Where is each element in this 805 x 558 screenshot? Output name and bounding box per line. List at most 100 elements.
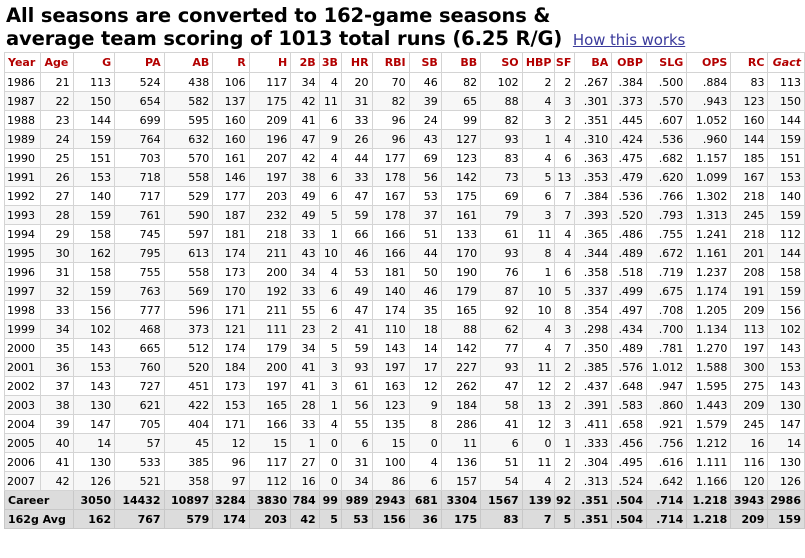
cell-h: 209 (248, 110, 292, 130)
cell-obp: .536 (611, 186, 647, 206)
cell-r: 106 (212, 72, 250, 92)
cell-2b: 41 (290, 357, 320, 377)
column-header-bb[interactable]: BB (440, 52, 482, 73)
cell-ops: 1.595 (686, 376, 732, 396)
cell-bb: 142 (440, 338, 482, 358)
column-header-ab[interactable]: AB (163, 52, 214, 73)
cell-sb: 69 (408, 148, 442, 168)
cell-gact: 130 (767, 395, 805, 415)
cell-gact: 147 (767, 414, 805, 434)
cell-hbp: 5 (521, 167, 556, 187)
column-header-sb[interactable]: SB (408, 52, 442, 73)
cell-r: 96 (212, 452, 250, 472)
cell-year: 2001 (3, 357, 42, 377)
cell-age: 31 (40, 262, 74, 282)
cell-3b: 1 (318, 224, 342, 244)
cell-hbp: 4 (521, 338, 556, 358)
cell-h: 192 (248, 281, 292, 301)
cell-2b: 1 (290, 433, 320, 453)
cell-ab: 590 (163, 205, 214, 225)
column-header-so[interactable]: SO (480, 52, 523, 73)
column-header-2b[interactable]: 2B (290, 52, 320, 73)
cell-slg: .620 (645, 167, 688, 187)
cell-ops: 1.588 (686, 357, 732, 377)
footer-cell-r: 174 (212, 509, 250, 529)
cell-sb: 9 (408, 395, 442, 415)
cell-rbi: 100 (371, 452, 410, 472)
column-header-gact[interactable]: Gact (767, 52, 805, 73)
cell-hbp: 4 (521, 319, 556, 339)
cell-bb: 99 (440, 110, 482, 130)
cell-sb: 17 (408, 357, 442, 377)
cell-gact: 113 (767, 72, 805, 92)
column-header-g[interactable]: G (72, 52, 116, 73)
cell-pa: 761 (114, 205, 165, 225)
cell-ba: .363 (574, 148, 613, 168)
column-header-rc[interactable]: RC (730, 52, 769, 73)
cell-rc: 16 (730, 433, 769, 453)
footer-cell-sb: 36 (408, 509, 442, 529)
cell-rc: 208 (730, 262, 769, 282)
cell-pa: 654 (114, 91, 165, 111)
avg-162g-row: 162g Avg 162 767 579 174 203 42 5 53 156 36 175 83 7 5… (4, 509, 805, 529)
cell-sb: 6 (408, 471, 442, 491)
column-header-hr[interactable]: HR (340, 52, 373, 73)
cell-g: 158 (72, 262, 116, 282)
cell-year: 1986 (3, 72, 42, 92)
column-header-rbi[interactable]: RBI (371, 52, 410, 73)
cell-year: 2000 (3, 338, 42, 358)
column-header-slg[interactable]: SLG (645, 52, 688, 73)
column-header-hbp[interactable]: HBP (521, 52, 556, 73)
how-this-works-link[interactable]: How this works (572, 31, 686, 49)
cell-slg: .675 (645, 281, 688, 301)
cell-ab: 422 (163, 395, 214, 415)
cell-rbi: 123 (371, 395, 410, 415)
cell-rc: 201 (730, 243, 769, 263)
cell-hbp: 10 (521, 300, 556, 320)
cell-slg: 1.012 (645, 357, 688, 377)
column-header-ops[interactable]: OPS (686, 52, 732, 73)
column-header-r[interactable]: R (212, 52, 250, 73)
cell-ba: .393 (574, 205, 613, 225)
column-header-obp[interactable]: OBP (611, 52, 647, 73)
cell-year: 2002 (3, 376, 42, 396)
column-header-h[interactable]: H (248, 52, 292, 73)
table-row: 2004 39 147 705 404 171 166 33 4 55 135 8 286 41 12 3.4… (3, 414, 805, 434)
column-header-year[interactable]: Year (3, 52, 42, 73)
cell-rc: 275 (730, 376, 769, 396)
cell-2b: 38 (290, 167, 320, 187)
cell-gact: 130 (767, 452, 805, 472)
cell-sb: 43 (408, 129, 442, 149)
cell-ops: 1.174 (686, 281, 732, 301)
cell-rc: 113 (730, 319, 769, 339)
column-header-age[interactable]: Age (40, 52, 74, 73)
cell-age: 27 (40, 186, 74, 206)
cell-ops: .960 (686, 129, 732, 149)
cell-so: 88 (480, 91, 523, 111)
cell-g: 143 (72, 376, 116, 396)
cell-slg: .947 (645, 376, 688, 396)
cell-ops: 1.443 (686, 395, 732, 415)
cell-hr: 6 (340, 433, 373, 453)
cell-ba: .411 (574, 414, 613, 434)
cell-sf: 3 (554, 91, 576, 111)
cell-sf: 7 (554, 205, 576, 225)
cell-pa: 621 (114, 395, 165, 415)
column-header-sf[interactable]: SF (554, 52, 576, 73)
cell-2b: 49 (290, 186, 320, 206)
cell-gact: 112 (767, 224, 805, 244)
cell-year: 1995 (3, 243, 42, 263)
cell-rbi: 135 (371, 414, 410, 434)
footer-cell-sf: 5 (554, 509, 576, 529)
cell-h: 211 (248, 243, 292, 263)
cell-g: 159 (72, 281, 116, 301)
column-header-pa[interactable]: PA (114, 52, 165, 73)
column-header-ba[interactable]: BA (574, 52, 613, 73)
column-header-3b[interactable]: 3B (318, 52, 342, 73)
footer-cell-bb: 3304 (440, 490, 482, 510)
cell-hbp: 4 (521, 471, 556, 491)
cell-3b: 4 (318, 414, 342, 434)
cell-pa: 57 (114, 433, 165, 453)
cell-bb: 65 (440, 91, 482, 111)
